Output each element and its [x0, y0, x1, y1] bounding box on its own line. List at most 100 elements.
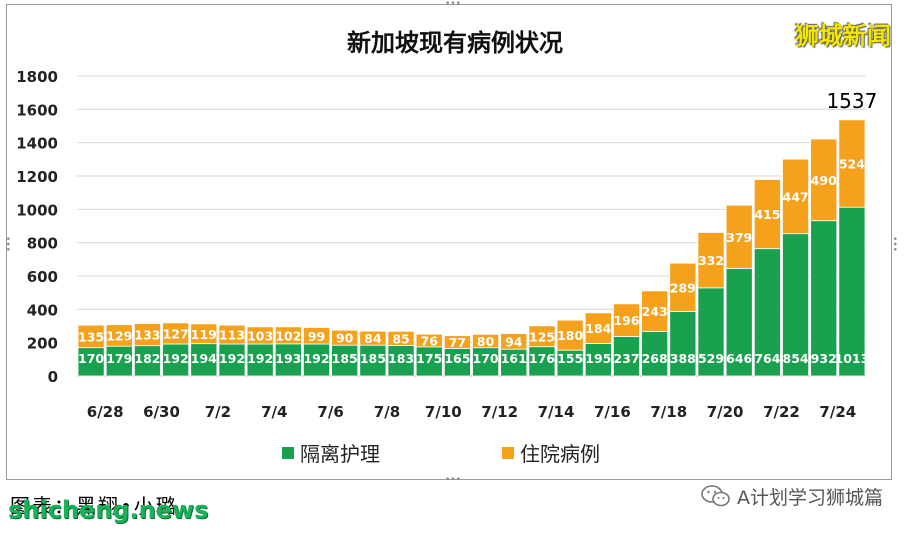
x-tick-label: 7/6 [317, 403, 343, 421]
legend-swatch-hospital [502, 447, 514, 459]
bar-hospital [133, 323, 161, 347]
bar-value-label: 529 [698, 351, 724, 366]
bar-value-label: 127 [163, 326, 189, 341]
y-tick-label: 1800 [16, 68, 58, 86]
bar-value-label: 237 [613, 351, 639, 366]
bar-value-label: 84 [364, 331, 382, 346]
bar-hospital [782, 158, 810, 235]
resize-handle-top[interactable]: ••• [445, 0, 461, 9]
bar-value-label: 388 [670, 351, 696, 366]
bar-isolation [528, 346, 556, 377]
bar-isolation [133, 345, 161, 377]
bar-value-label: 76 [421, 334, 439, 349]
bar-isolation [105, 345, 133, 377]
resize-handle-right[interactable]: ••• [889, 236, 899, 252]
bar-value-label: 129 [106, 328, 132, 343]
bar-value-label: 192 [303, 351, 329, 366]
y-tick-label: 1000 [16, 201, 58, 219]
bar-value-label: 243 [642, 304, 668, 319]
bars [77, 119, 866, 377]
bar-value-label: 80 [477, 334, 495, 349]
bar-value-label: 90 [336, 331, 354, 346]
x-tick-label: 7/14 [538, 403, 575, 421]
bar-isolation [246, 343, 274, 377]
bar-value-label: 119 [191, 327, 217, 342]
bar-hospital [810, 138, 838, 222]
bar-hospital [753, 179, 781, 250]
bar-value-label: 170 [473, 351, 499, 366]
y-tick-label: 1200 [16, 168, 58, 186]
bar-isolation [77, 347, 105, 377]
bar-value-label: 192 [163, 351, 189, 366]
bar-hospital [415, 333, 443, 348]
bar-isolation [725, 267, 753, 377]
x-tick-label: 7/10 [425, 403, 462, 421]
bar-value-label: 179 [106, 351, 132, 366]
bar-value-label: 155 [557, 351, 583, 366]
site-watermark: shicheng.news [8, 496, 209, 524]
bar-hospital [641, 290, 669, 332]
legend: 隔离护理 住院病例 [282, 442, 600, 466]
bar-value-label: 268 [642, 351, 668, 366]
bar-value-label: 447 [783, 189, 809, 204]
y-tick-label: 1400 [16, 135, 58, 153]
bar-isolation [584, 343, 612, 377]
bar-value-label: 103 [247, 328, 273, 343]
bar-hospital [77, 324, 105, 349]
bar-hospital [612, 303, 640, 337]
y-tick-label: 800 [27, 235, 58, 253]
bar-hospital [274, 326, 302, 345]
bar-value-label: 94 [505, 334, 523, 349]
wechat-icon [701, 485, 730, 507]
bar-value-label: 135 [78, 329, 104, 344]
bar-isolation [415, 346, 443, 377]
bar-value-label: 185 [360, 351, 386, 366]
x-tick-label: 7/12 [481, 403, 518, 421]
wechat-account-name: A计划学习狮城篇 [737, 486, 883, 509]
resize-handle-bottom[interactable]: ••• [445, 475, 461, 485]
watermark-logo: 狮城新闻 [795, 22, 891, 50]
x-tick-label: 6/30 [143, 403, 180, 421]
legend-label-isolation: 隔离护理 [300, 442, 380, 466]
resize-handle-left[interactable]: ••• [2, 236, 12, 252]
bar-value-labels: 1701351791291821331921271941191921131921… [78, 157, 869, 367]
bar-hospital [190, 323, 218, 345]
x-tick-labels: 6/28 6/30 7/2 7/4 7/6 7/8 7/10 7/12 7/14 7/16 7/18… [87, 403, 856, 421]
x-tick-label: 7/2 [205, 403, 231, 421]
bar-value-label: 184 [585, 321, 611, 336]
bar-hospital [725, 204, 753, 269]
x-tick-label: 7/4 [261, 403, 287, 421]
bar-isolation [669, 310, 697, 377]
bar-value-label: 182 [134, 351, 160, 366]
wechat-account: A计划学习狮城篇 [701, 484, 883, 509]
y-tick-label: 200 [27, 335, 58, 353]
chart-title: 新加坡现有病例状况 [347, 29, 563, 57]
bar-value-label: 415 [754, 207, 780, 222]
bar-value-label: 196 [613, 313, 639, 328]
bar-hospital [105, 324, 133, 347]
bar-value-label: 646 [726, 351, 752, 366]
bar-hospital [500, 333, 528, 350]
chart-svg: 新加坡现有病例状况 0 200 400 600 800 1000 1200 1400 1600 1… [16, 29, 877, 466]
legend-label-hospital: 住院病例 [520, 442, 600, 466]
x-tick-label: 6/28 [87, 403, 124, 421]
y-tick-labels: 0 200 400 600 800 1000 1200 1400 1600 1800 [16, 68, 58, 386]
bar-value-label: 490 [811, 173, 837, 188]
bar-value-label: 125 [529, 329, 555, 344]
bar-hospital [528, 325, 556, 348]
bar-value-label: 99 [308, 329, 325, 344]
bar-value-label: 524 [839, 157, 865, 172]
bar-value-label: 180 [557, 328, 583, 343]
bar-isolation [162, 343, 190, 377]
bar-value-label: 183 [388, 351, 414, 366]
bar-isolation [443, 348, 471, 377]
y-tick-label: 400 [27, 301, 58, 319]
bar-hospital [387, 330, 415, 346]
bar-isolation [810, 220, 838, 377]
bar-hospital [472, 333, 500, 349]
bar-isolation [387, 345, 415, 377]
bar-value-label: 175 [416, 351, 442, 366]
bar-value-label: 165 [444, 351, 470, 366]
bar-value-label: 161 [501, 351, 527, 366]
bar-hospital [162, 322, 190, 345]
